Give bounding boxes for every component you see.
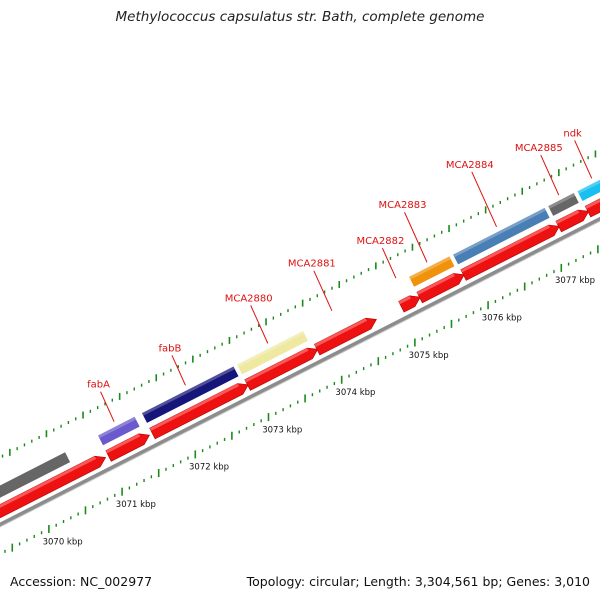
accession-label: Accession: NC_002977 (10, 574, 153, 589)
cds-arrow-highlight (149, 383, 239, 431)
leader-line (250, 305, 269, 344)
cog-bar (237, 331, 308, 375)
cds-arrow (244, 347, 319, 391)
leader-line (471, 171, 498, 228)
cds-arrow-highlight (0, 456, 97, 508)
kbp-label: 3076 kbp (482, 314, 522, 324)
cds-arrow-highlight (416, 273, 455, 295)
gene-labels: fabA fabB MCA2880 MCA2881 MCA2882 MCA2883 MCA2… (87, 128, 593, 422)
backbone-shadow (0, 220, 600, 528)
backbone-line (0, 216, 600, 527)
cog-bar (577, 179, 600, 201)
cds-arrow-highlight (460, 225, 550, 273)
tick-marks-major (9, 150, 599, 552)
cds-arrow-highlight (105, 433, 141, 454)
cog-bar-highlight (453, 207, 546, 258)
cds-arrow-highlight (314, 318, 367, 347)
gene-label: MCA2882 (356, 236, 404, 247)
cog-bar-highlight (409, 256, 451, 280)
cds-arrow-highlight (555, 210, 580, 224)
kbp-label: 3071 kbp (116, 500, 156, 510)
gene-label: fabB (159, 343, 182, 354)
cog-bar (142, 366, 239, 423)
gene-label: MCA2883 (379, 200, 427, 211)
cog-bar (409, 256, 455, 287)
gene-label: MCA2880 (225, 293, 273, 304)
cog-bar (548, 193, 579, 216)
leader-line (381, 247, 397, 279)
gene-label: MCA2881 (288, 259, 336, 270)
cds-arrow-highlight (398, 295, 411, 305)
cog-bar (98, 416, 140, 446)
gene-label: ndk (563, 128, 582, 139)
kbp-label: 3075 kbp (409, 351, 449, 361)
topology-label: Topology: circular; Length: 3,304,561 bp… (246, 574, 590, 589)
cog-bar-highlight (142, 366, 235, 416)
leader-line (100, 391, 115, 422)
genome-backbone (0, 216, 600, 528)
cog-bar (453, 207, 550, 265)
cds-arrow-highlight (585, 198, 600, 209)
kbp-label: 3073 kbp (262, 425, 302, 435)
kbp-label: 3074 kbp (335, 388, 375, 398)
tick-marks-minor (1, 156, 592, 553)
leader-line (574, 140, 593, 179)
gene-label: fabA (87, 380, 110, 391)
cog-bar-highlight (577, 179, 600, 194)
cds-arrow (555, 209, 590, 233)
cog-bar (0, 452, 71, 498)
cog-bars (0, 179, 600, 498)
cds-arrows (0, 198, 600, 519)
leader-line (171, 355, 186, 386)
cog-bar-highlight (98, 416, 136, 439)
map-title: Methylococcus capsulatus str. Bath, comp… (115, 9, 485, 25)
kbp-label: 3070 kbp (43, 537, 83, 547)
cog-bar-highlight (237, 331, 305, 368)
gene-label: MCA2885 (515, 143, 563, 154)
gene-label: MCA2884 (446, 160, 494, 171)
cds-arrow (105, 433, 150, 462)
leader-line (540, 154, 560, 196)
cds-arrow-highlight (244, 348, 309, 383)
leader-line (404, 212, 428, 263)
cds-arrow (416, 273, 465, 304)
cog-bar-highlight (548, 193, 576, 209)
kbp-label: 3072 kbp (189, 463, 229, 473)
kbp-labels: 3070 kbp 3071 kbp 3072 kbp 3073 kbp 3074 kbp… (43, 276, 595, 547)
leader-line (313, 270, 333, 311)
kbp-label: 3077 kbp (555, 276, 595, 286)
